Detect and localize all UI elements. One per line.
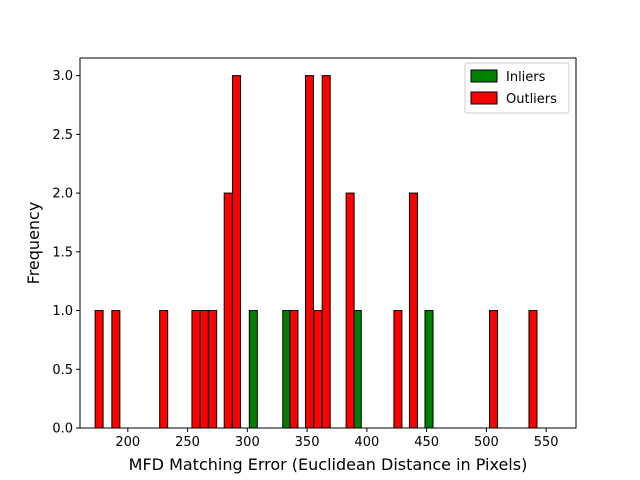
outliers-bar-0 — [94, 310, 104, 429]
legend-label-outliers: Outliers — [506, 92, 557, 107]
legend-swatch-outliers — [470, 91, 498, 105]
outliers-bar-13 — [393, 310, 403, 429]
legend-label-inliers: Inliers — [506, 70, 546, 85]
y-tick-label-4: 2.0 — [52, 187, 73, 202]
x-tick-label-0: 200 — [115, 435, 140, 450]
outliers-bar-2 — [159, 310, 169, 429]
outliers-bar-4 — [199, 310, 209, 429]
x-tick-label-3: 350 — [295, 435, 320, 450]
outliers-bar-9 — [304, 75, 314, 429]
outliers-bar-10 — [313, 310, 323, 429]
y-axis-label: Frequency — [24, 202, 43, 285]
outliers-bar-6 — [223, 192, 233, 429]
outliers-bar-16 — [528, 310, 538, 429]
outliers-bar-12 — [345, 192, 355, 429]
outliers-bar-3 — [191, 310, 201, 429]
x-tick-label-6: 500 — [474, 435, 499, 450]
x-tick-label-5: 450 — [414, 435, 439, 450]
outliers-bar-7 — [232, 75, 242, 429]
y-tick-label-1: 0.5 — [52, 363, 73, 378]
axes-layer: 200 250 300 350 400 450 500 550 0.0 0.5 1.0 1.5 2.0 2… — [52, 57, 577, 450]
y-tick-label-3: 1.5 — [52, 245, 73, 260]
outliers-bar-1 — [111, 310, 121, 429]
x-tick-label-7: 550 — [534, 435, 559, 450]
x-tick-label-4: 400 — [354, 435, 379, 450]
legend: Inliers Outliers — [464, 62, 570, 114]
x-tick-label-2: 300 — [235, 435, 260, 450]
outliers-bar-8 — [289, 310, 299, 429]
y-tick-label-2: 1.0 — [52, 304, 73, 319]
x-tick-label-1: 250 — [175, 435, 200, 450]
outliers-bar-5 — [208, 310, 218, 429]
plot-frame — [79, 57, 577, 429]
inliers-bar-4 — [424, 310, 434, 429]
x-axis-label: MFD Matching Error (Euclidean Distance i… — [129, 455, 528, 474]
outliers-bar-11 — [321, 75, 331, 429]
inliers-bar-1 — [248, 310, 258, 429]
y-tick-label-5: 2.5 — [52, 128, 73, 143]
legend-swatch-inliers — [470, 69, 498, 83]
y-tick-label-0: 0.0 — [52, 422, 73, 437]
bars-layer — [94, 75, 538, 429]
outliers-bar-14 — [408, 192, 418, 429]
y-tick-label-6: 3.0 — [52, 69, 73, 84]
outliers-bar-15 — [489, 310, 499, 429]
